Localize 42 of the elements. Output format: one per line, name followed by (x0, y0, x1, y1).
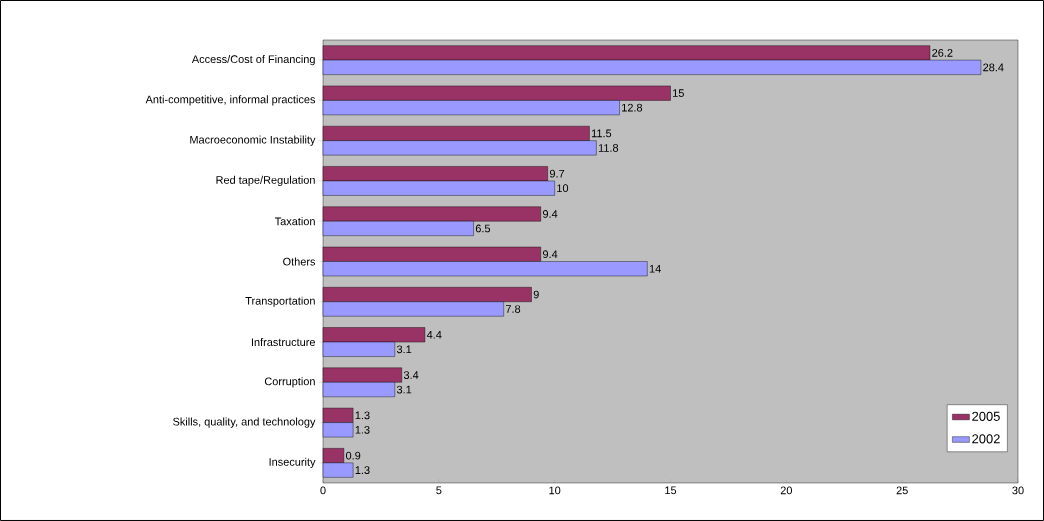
x-tick-label: 25 (896, 486, 908, 495)
data-label: 3.1 (396, 385, 412, 394)
data-label: 11.8 (598, 144, 619, 152)
x-tick-label: 0 (320, 486, 326, 495)
legend-label: 2002 (972, 434, 1000, 444)
data-label: 0.9 (345, 451, 361, 460)
y-tick-label: Transportation (245, 296, 315, 307)
data-label: 4.4 (426, 331, 442, 339)
data-label: 12.8 (622, 103, 643, 112)
data-label: 9.4 (542, 210, 558, 218)
data-label: 11.5 (591, 129, 612, 138)
x-tick-label: 20 (780, 486, 792, 495)
y-tick-label: Macroeconomic Instability (190, 135, 316, 146)
data-label: 28.4 (983, 63, 1004, 72)
data-label: 7.8 (505, 305, 521, 313)
x-tick-label: 5 (436, 486, 442, 495)
x-tick-label: 30 (1012, 486, 1024, 495)
y-tick-label: Anti-competitive, informal practices (145, 95, 316, 106)
data-label: 1.3 (355, 466, 370, 474)
data-label: 6.5 (475, 224, 491, 233)
data-label: 9 (533, 290, 539, 299)
legend-label: 2005 (972, 411, 1000, 421)
y-tick-label: Insecurity (269, 457, 316, 468)
y-tick-label: Corruption (264, 377, 315, 388)
data-label: 9.4 (542, 250, 558, 259)
data-label: 26.2 (932, 49, 953, 57)
data-label: 14 (649, 264, 661, 273)
data-label: 10 (557, 184, 569, 193)
x-tick-label: 10 (549, 486, 561, 495)
y-tick-label: Red tape/Regulation (216, 175, 315, 187)
data-label: 1.3 (355, 425, 370, 434)
y-tick-label: Taxation (274, 217, 315, 226)
y-tick-label: Skills, quality, and technology (173, 417, 316, 428)
y-tick-label: Infrastructure (251, 338, 315, 347)
data-label: 15 (673, 89, 684, 97)
x-tick-label: 15 (665, 486, 677, 495)
y-tick-label: Access/Cost of Financing (191, 55, 315, 66)
data-label: 3.1 (396, 345, 412, 354)
data-label: 1.3 (355, 411, 370, 420)
y-tick-label: Others (283, 257, 316, 266)
data-label: 3.4 (403, 371, 419, 379)
data-label: 9.7 (549, 169, 565, 178)
